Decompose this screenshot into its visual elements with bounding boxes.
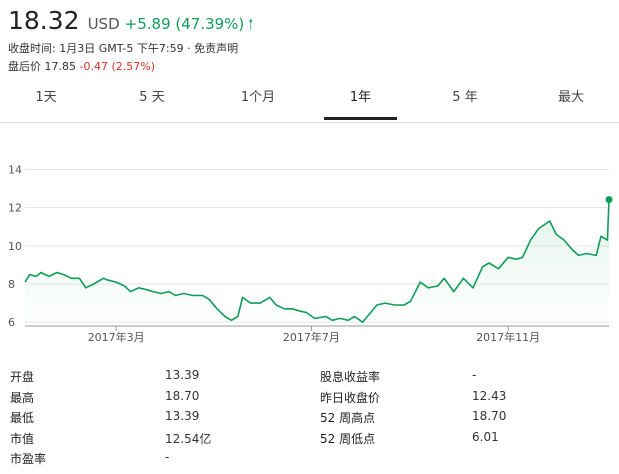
stat-label: 股息收益率 <box>320 370 381 384</box>
stat-label: 开盘 <box>10 370 35 384</box>
price-change: +5.89 (47.39%) <box>124 15 245 33</box>
stat-label: 52 周低点 <box>320 431 376 446</box>
tab-max[interactable]: 最大 <box>557 90 584 105</box>
tab-1m[interactable]: 1个月 <box>240 90 276 105</box>
stat-value: 13.39 <box>165 409 200 423</box>
tab-5d[interactable]: 5 天 <box>139 90 165 105</box>
x-tick-label: 2017年3月 <box>88 330 145 344</box>
y-tick-label: 14 <box>8 163 22 176</box>
stat-value: 6.01 <box>472 429 499 444</box>
price-area <box>25 199 609 326</box>
close-time-info: 收盘时间: 1月3日 GMT-5 下午7:59 · 免责声明 <box>8 42 239 55</box>
stats-table: 开盘 13.39 最高 18.70 最低 13.39 市值 12.54亿市盈率 - 股息收益率 - 昨… <box>0 368 619 468</box>
stat-value: - <box>165 450 170 464</box>
y-tick-label: 6 <box>8 316 15 329</box>
stat-value: - <box>472 368 477 382</box>
last-price-point <box>605 196 613 204</box>
stat-value: 18.70 <box>472 409 507 423</box>
currency-label: USD <box>87 15 120 33</box>
stat-label: 最高 <box>10 390 35 405</box>
range-tabs: 1天 5 天 1个月 1年 5 年 最大 <box>0 84 619 123</box>
tab-1d[interactable]: 1天 <box>35 90 57 105</box>
stat-label: 市盈率 <box>10 452 47 466</box>
x-tick-label: 2017年7月 <box>283 330 340 344</box>
stat-label: 昨日收盘价 <box>320 390 381 405</box>
y-tick-label: 8 <box>8 278 15 291</box>
stat-value: 12.54亿 <box>165 431 212 446</box>
tab-1y[interactable]: 1年 <box>324 84 397 120</box>
price-line <box>24 199 610 323</box>
stat-value: 13.39 <box>165 368 200 382</box>
after-hours-price: 盘后价 17.85 <box>8 60 76 73</box>
stat-label: 市值 <box>10 431 35 446</box>
after-hours-change: -0.47 (2.57%) <box>79 60 156 73</box>
x-tick-label: 2017年11月 <box>476 330 540 344</box>
after-hours-info: 盘后价 17.85 -0.47 (2.57%) <box>8 58 155 74</box>
tab-5y[interactable]: 5 年 <box>452 90 478 105</box>
quote-header: 18.32 USD +5.89 (47.39%) 🠑 <box>8 6 253 38</box>
current-price: 18.32 <box>8 6 80 35</box>
y-tick-label: 12 <box>8 202 22 215</box>
y-tick-label: 10 <box>8 240 22 253</box>
up-arrow-icon: 🠑 <box>248 17 254 33</box>
stat-label: 最低 <box>10 411 35 425</box>
stat-label: 52 周高点 <box>320 411 376 425</box>
stat-value: 18.70 <box>165 388 200 403</box>
price-chart[interactable]: 14 12 10 8 6 2017年3月 2017年7月 2017年11月 <box>0 150 619 350</box>
stat-value: 12.43 <box>472 388 507 403</box>
